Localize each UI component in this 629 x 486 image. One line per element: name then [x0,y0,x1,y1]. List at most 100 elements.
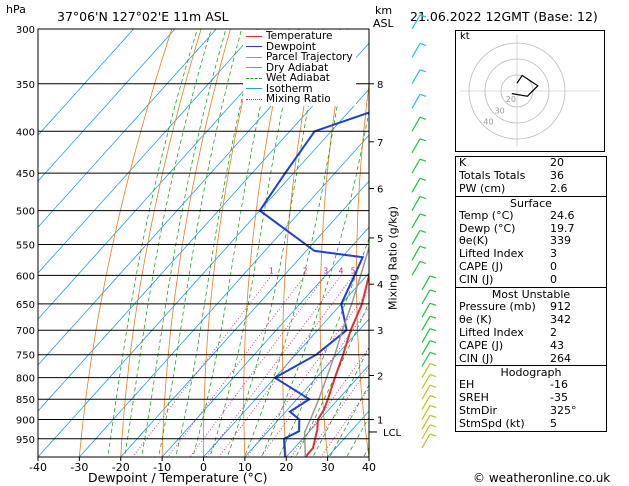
row-value: 2 [550,325,557,339]
mixing-ratio-label: 8 [377,266,382,275]
legend-entry: Dry Adiabat [246,62,353,74]
row-value: 43 [550,338,564,352]
table-row: Pressure (mb) 912 [456,300,606,314]
row-value: 0 [550,260,557,274]
wind-barb [421,340,431,356]
mixing-ratio-line [260,307,369,457]
pressure-tick-label: 700 [16,326,35,337]
row-key: EH [459,378,475,392]
x-tick-label: 0 [200,461,207,474]
mixing-ratio-label: 5 [351,266,356,275]
hodo-trace [511,74,539,97]
wind-barb-flag [419,69,427,73]
wind-barb [411,158,421,174]
pressure-tick-label: 300 [16,25,35,36]
isotherm-line [38,29,176,182]
dry-adiabat-line [356,81,369,457]
row-value: -16 [550,378,568,392]
wind-barb-flag [429,302,437,306]
wet-adiabat-line [124,29,212,457]
wind-barb-flag [419,158,427,162]
wind-barb-flag [419,116,427,120]
row-value: 339 [550,234,571,248]
wind-barb-flag [419,245,427,249]
pressure-tick-label: 950 [16,435,35,446]
indices-table: K 20 Totals Totals 36 PW (cm) 2.6 Surface Tem… [455,156,607,433]
isotherm-line [38,29,217,228]
table-row: θe (K) 342 [456,313,606,327]
wind-barb-flag [429,414,437,418]
mixing-ratio-line [132,275,272,457]
asl-label: ASL [373,17,394,30]
row-key: StmSpd (kt) [459,417,525,431]
row-key: CAPE (J) [459,260,504,274]
mixing-ratio-label: 3 [323,266,328,275]
pressure-tick-label: 600 [16,271,35,282]
wind-barb [411,116,421,132]
row-key: Totals Totals [459,168,526,182]
dry-adiabat-line [161,29,231,457]
mixing-ratio-label: 20 [430,266,440,275]
legend-swatch [246,67,262,69]
table-row: Lifted Index 3 [456,247,606,261]
legend-label: Mixing Ratio [266,93,331,105]
legend-swatch [246,56,262,58]
table-row: Temp (°C) 24.6 [456,208,606,223]
wind-barb-flag [429,404,437,409]
legend-entry: Mixing Ratio [246,94,353,105]
wind-barb-flag [429,315,437,319]
table-row: SREH -35 [456,391,606,405]
pressure-tick-label: 750 [16,351,35,362]
km-tick-label: 8 [377,80,383,91]
mixing-ratio-line [167,275,306,457]
row-key: PW (cm) [459,181,506,195]
wind-barb [421,289,431,305]
table-row: Totals Totals 36 [456,168,606,183]
row-key: K [459,156,467,169]
row-value: 36 [550,168,564,182]
pressure-tick-label: 650 [16,300,35,311]
row-value: 3 [550,247,557,261]
hodo-ring-label: 40 [483,118,493,127]
row-value: 2.6 [550,181,568,195]
dry-adiabat-line [611,0,629,474]
mixing-ratio-axis-label: Mixing Ratio (g/kg) [386,206,400,310]
table-row: CAPE (J) 43 [456,338,606,353]
row-value: 24.6 [550,208,575,222]
legend-swatch [246,77,262,79]
wind-barb-flag [419,42,427,47]
wind-barb [411,178,421,193]
row-key: Lifted Index [459,325,524,339]
wet-adiabat-line [175,29,260,457]
x-tick-label: -20 [112,461,130,474]
wind-barb [411,245,421,261]
row-key: Temp (°C) [459,208,514,222]
row-key: Lifted Index [459,247,524,261]
location-label: 37°06'N 127°02'E 11m ASL [57,9,229,24]
wet-adiabat-line [141,29,227,457]
wind-barb-flag [419,177,427,181]
wind-barb-flag [419,93,427,97]
legend-swatch [246,35,262,37]
x-tick-label: 10 [238,461,252,474]
table-row: θe(K) 339 [456,235,606,248]
axes: 3003504004505005506006507007508008509009… [16,25,402,474]
wind-barb-flag [429,363,437,367]
table-row: CIN (J) 0 [456,273,606,287]
x-tick-label: -30 [70,461,88,474]
wind-barb [421,405,431,420]
copyright: © weatheronline.co.uk [473,471,611,485]
table-row: PW (cm) 2.6 [456,181,606,196]
isotherm-line [285,364,369,457]
wind-barb-flag [429,328,437,332]
table-row: Lifted Index 2 [456,325,606,340]
legend-label: Isotherm [266,82,313,95]
row-value: 19.7 [550,221,575,235]
legend-entry: Dewpoint [246,41,353,53]
mixing-ratio-label: 16 [416,266,426,275]
wind-barb-flag [429,384,437,388]
mixing-ratio-label: 4 [339,266,344,275]
wind-barb [421,374,431,389]
